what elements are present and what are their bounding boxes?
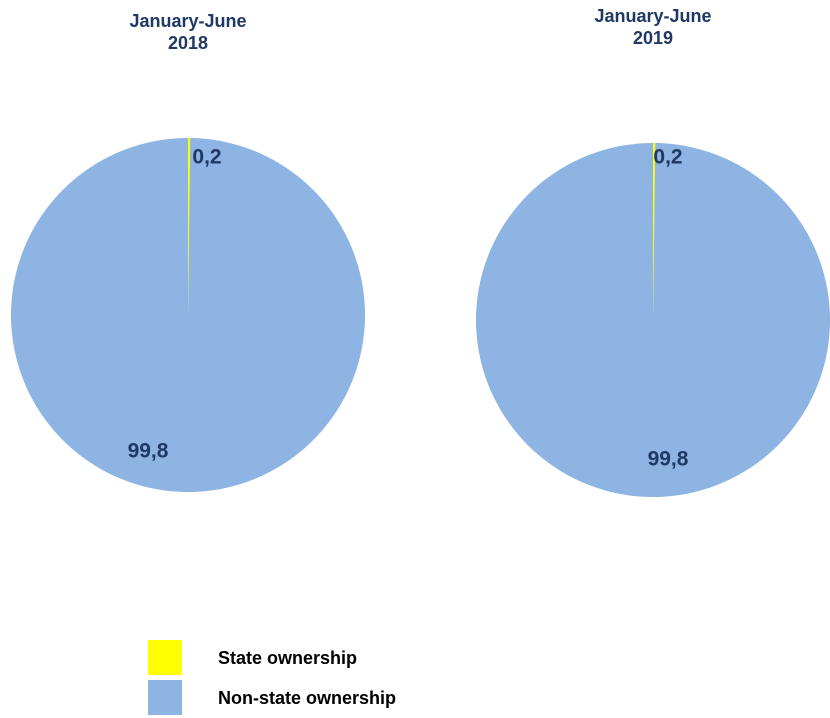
legend-swatch	[148, 680, 182, 715]
data-label: 99,8	[128, 440, 169, 463]
pie-slice	[188, 138, 191, 315]
chart-title: January-June 2019	[594, 6, 712, 48]
data-label: 0,2	[192, 146, 221, 169]
pie-slice	[475, 143, 830, 497]
pie-slice	[653, 143, 656, 320]
legend-label: Non-state ownership	[218, 688, 396, 708]
chart-title: January-June 2018	[129, 11, 247, 53]
data-label: 0,2	[653, 146, 682, 169]
legend-swatch	[148, 640, 182, 675]
legend-label: State ownership	[218, 648, 357, 668]
data-label: 99,8	[648, 448, 689, 471]
pie-slice	[10, 138, 365, 492]
